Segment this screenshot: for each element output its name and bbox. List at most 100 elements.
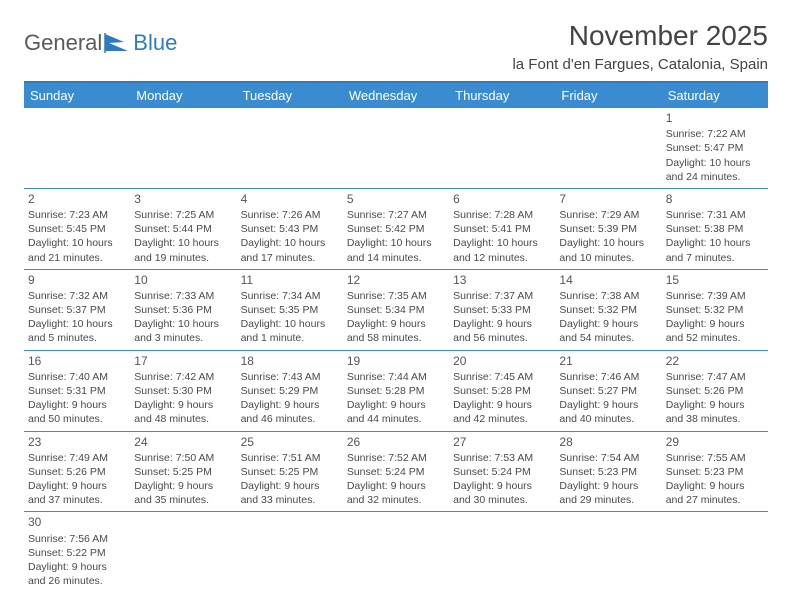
sunrise-text: Sunrise: 7:52 AM [347, 451, 445, 465]
sunrise-text: Sunrise: 7:42 AM [134, 370, 232, 384]
daylight-text: Daylight: 9 hours and 50 minutes. [28, 398, 126, 426]
calendar-cell [555, 108, 661, 188]
calendar-cell: 24Sunrise: 7:50 AMSunset: 5:25 PMDayligh… [130, 431, 236, 512]
calendar-cell: 19Sunrise: 7:44 AMSunset: 5:28 PMDayligh… [343, 350, 449, 431]
calendar-cell [343, 108, 449, 188]
calendar-cell: 17Sunrise: 7:42 AMSunset: 5:30 PMDayligh… [130, 350, 236, 431]
day-number: 25 [241, 434, 339, 450]
sunset-text: Sunset: 5:42 PM [347, 222, 445, 236]
day-number: 15 [666, 272, 764, 288]
sunset-text: Sunset: 5:28 PM [347, 384, 445, 398]
daylight-text: Daylight: 9 hours and 37 minutes. [28, 479, 126, 507]
sunrise-text: Sunrise: 7:56 AM [28, 532, 126, 546]
daylight-text: Daylight: 9 hours and 40 minutes. [559, 398, 657, 426]
calendar-cell: 9Sunrise: 7:32 AMSunset: 5:37 PMDaylight… [24, 269, 130, 350]
title-block: November 2025 la Font d'en Fargues, Cata… [512, 20, 768, 73]
calendar-cell: 18Sunrise: 7:43 AMSunset: 5:29 PMDayligh… [237, 350, 343, 431]
calendar-row: 30Sunrise: 7:56 AMSunset: 5:22 PMDayligh… [24, 512, 768, 592]
sunrise-text: Sunrise: 7:34 AM [241, 289, 339, 303]
daylight-text: Daylight: 9 hours and 30 minutes. [453, 479, 551, 507]
day-number: 23 [28, 434, 126, 450]
logo-text-2: Blue [133, 30, 177, 56]
sunset-text: Sunset: 5:34 PM [347, 303, 445, 317]
day-number: 3 [134, 191, 232, 207]
daylight-text: Daylight: 10 hours and 12 minutes. [453, 236, 551, 264]
day-number: 10 [134, 272, 232, 288]
sunrise-text: Sunrise: 7:46 AM [559, 370, 657, 384]
sunset-text: Sunset: 5:33 PM [453, 303, 551, 317]
calendar-cell [343, 512, 449, 592]
sunset-text: Sunset: 5:32 PM [666, 303, 764, 317]
logo: General Blue [24, 30, 177, 56]
sunset-text: Sunset: 5:41 PM [453, 222, 551, 236]
calendar-row: 9Sunrise: 7:32 AMSunset: 5:37 PMDaylight… [24, 269, 768, 350]
sunrise-text: Sunrise: 7:25 AM [134, 208, 232, 222]
day-number: 27 [453, 434, 551, 450]
sunrise-text: Sunrise: 7:26 AM [241, 208, 339, 222]
sunrise-text: Sunrise: 7:27 AM [347, 208, 445, 222]
sunrise-text: Sunrise: 7:39 AM [666, 289, 764, 303]
calendar-cell: 1Sunrise: 7:22 AMSunset: 5:47 PMDaylight… [662, 108, 768, 188]
calendar-cell: 21Sunrise: 7:46 AMSunset: 5:27 PMDayligh… [555, 350, 661, 431]
daylight-text: Daylight: 9 hours and 56 minutes. [453, 317, 551, 345]
sunset-text: Sunset: 5:23 PM [666, 465, 764, 479]
day-number: 29 [666, 434, 764, 450]
day-header: Tuesday [237, 83, 343, 108]
daylight-text: Daylight: 10 hours and 14 minutes. [347, 236, 445, 264]
calendar-row: 2Sunrise: 7:23 AMSunset: 5:45 PMDaylight… [24, 188, 768, 269]
sunset-text: Sunset: 5:35 PM [241, 303, 339, 317]
sunrise-text: Sunrise: 7:44 AM [347, 370, 445, 384]
sunrise-text: Sunrise: 7:31 AM [666, 208, 764, 222]
day-number: 4 [241, 191, 339, 207]
calendar-cell [555, 512, 661, 592]
calendar-body: 1Sunrise: 7:22 AMSunset: 5:47 PMDaylight… [24, 108, 768, 592]
day-number: 6 [453, 191, 551, 207]
day-header: Monday [130, 83, 236, 108]
day-header: Sunday [24, 83, 130, 108]
sunset-text: Sunset: 5:39 PM [559, 222, 657, 236]
calendar-cell [237, 108, 343, 188]
sunset-text: Sunset: 5:31 PM [28, 384, 126, 398]
daylight-text: Daylight: 9 hours and 54 minutes. [559, 317, 657, 345]
daylight-text: Daylight: 10 hours and 1 minute. [241, 317, 339, 345]
day-number: 19 [347, 353, 445, 369]
sunrise-text: Sunrise: 7:35 AM [347, 289, 445, 303]
daylight-text: Daylight: 9 hours and 32 minutes. [347, 479, 445, 507]
day-number: 1 [666, 110, 764, 126]
sunrise-text: Sunrise: 7:33 AM [134, 289, 232, 303]
day-number: 22 [666, 353, 764, 369]
calendar-cell: 2Sunrise: 7:23 AMSunset: 5:45 PMDaylight… [24, 188, 130, 269]
day-number: 30 [28, 514, 126, 530]
day-number: 12 [347, 272, 445, 288]
daylight-text: Daylight: 10 hours and 21 minutes. [28, 236, 126, 264]
calendar-cell: 14Sunrise: 7:38 AMSunset: 5:32 PMDayligh… [555, 269, 661, 350]
sunset-text: Sunset: 5:24 PM [453, 465, 551, 479]
calendar-table: Sunday Monday Tuesday Wednesday Thursday… [24, 83, 768, 592]
calendar-row: 16Sunrise: 7:40 AMSunset: 5:31 PMDayligh… [24, 350, 768, 431]
daylight-text: Daylight: 9 hours and 26 minutes. [28, 560, 126, 588]
daylight-text: Daylight: 9 hours and 33 minutes. [241, 479, 339, 507]
daylight-text: Daylight: 10 hours and 24 minutes. [666, 156, 764, 184]
day-number: 26 [347, 434, 445, 450]
calendar-cell [449, 512, 555, 592]
month-title: November 2025 [512, 20, 768, 52]
calendar-cell [130, 108, 236, 188]
day-number: 13 [453, 272, 551, 288]
daylight-text: Daylight: 10 hours and 17 minutes. [241, 236, 339, 264]
calendar-cell: 3Sunrise: 7:25 AMSunset: 5:44 PMDaylight… [130, 188, 236, 269]
calendar-cell: 23Sunrise: 7:49 AMSunset: 5:26 PMDayligh… [24, 431, 130, 512]
calendar-cell: 7Sunrise: 7:29 AMSunset: 5:39 PMDaylight… [555, 188, 661, 269]
sunrise-text: Sunrise: 7:55 AM [666, 451, 764, 465]
daylight-text: Daylight: 9 hours and 48 minutes. [134, 398, 232, 426]
calendar-cell: 8Sunrise: 7:31 AMSunset: 5:38 PMDaylight… [662, 188, 768, 269]
sunrise-text: Sunrise: 7:37 AM [453, 289, 551, 303]
calendar-cell: 30Sunrise: 7:56 AMSunset: 5:22 PMDayligh… [24, 512, 130, 592]
sunset-text: Sunset: 5:29 PM [241, 384, 339, 398]
day-header: Thursday [449, 83, 555, 108]
sunrise-text: Sunrise: 7:43 AM [241, 370, 339, 384]
sunset-text: Sunset: 5:26 PM [666, 384, 764, 398]
day-number: 18 [241, 353, 339, 369]
day-number: 11 [241, 272, 339, 288]
daylight-text: Daylight: 9 hours and 58 minutes. [347, 317, 445, 345]
sunset-text: Sunset: 5:45 PM [28, 222, 126, 236]
